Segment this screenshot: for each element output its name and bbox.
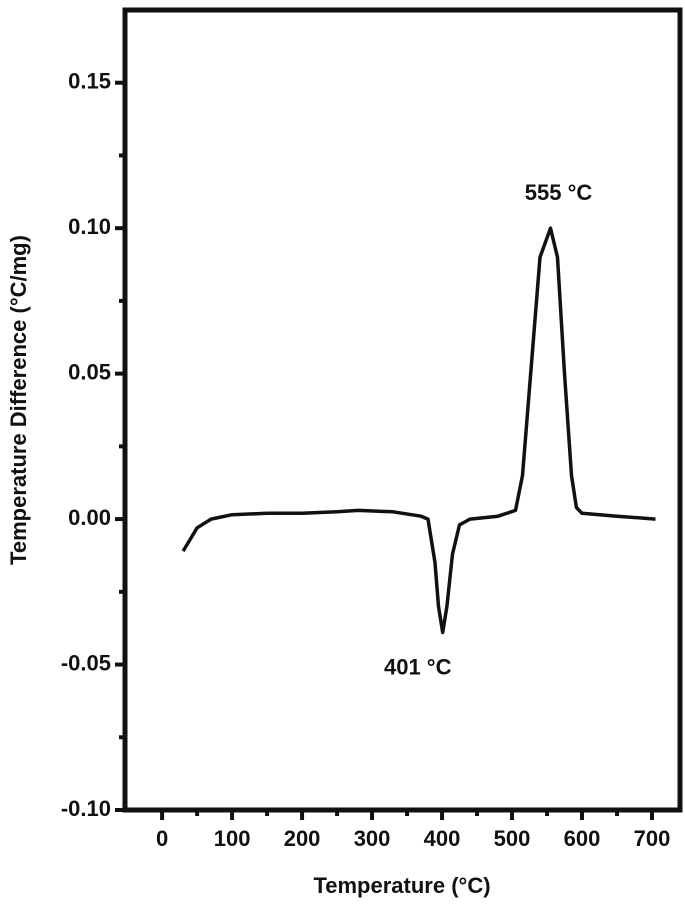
x-tick-label: 500 xyxy=(494,826,531,851)
x-tick-label: 100 xyxy=(214,826,251,851)
x-tick-label: 300 xyxy=(354,826,391,851)
plot-frame xyxy=(122,7,683,813)
y-tick-label: 0.10 xyxy=(68,214,111,239)
x-tick-label: 400 xyxy=(424,826,461,851)
y-tick-label: 0.05 xyxy=(68,359,111,384)
annotation: 555 °C xyxy=(525,180,593,205)
y-tick-label: -0.05 xyxy=(61,650,111,675)
y-tick-label: 0.15 xyxy=(68,69,111,94)
y-tick-label: -0.10 xyxy=(61,796,111,821)
x-tick-label: 0 xyxy=(156,826,168,851)
x-tick-label: 200 xyxy=(284,826,321,851)
x-tick-label: 600 xyxy=(564,826,601,851)
data-line xyxy=(181,226,656,635)
y-tick-label: 0.00 xyxy=(68,505,111,530)
annotation: 401 °C xyxy=(384,655,452,680)
x-axis-label: Temperature (°C) xyxy=(313,873,490,898)
x-tick-label: 700 xyxy=(634,826,671,851)
y-axis-label: Temperature Difference (°C/mg) xyxy=(6,235,31,565)
